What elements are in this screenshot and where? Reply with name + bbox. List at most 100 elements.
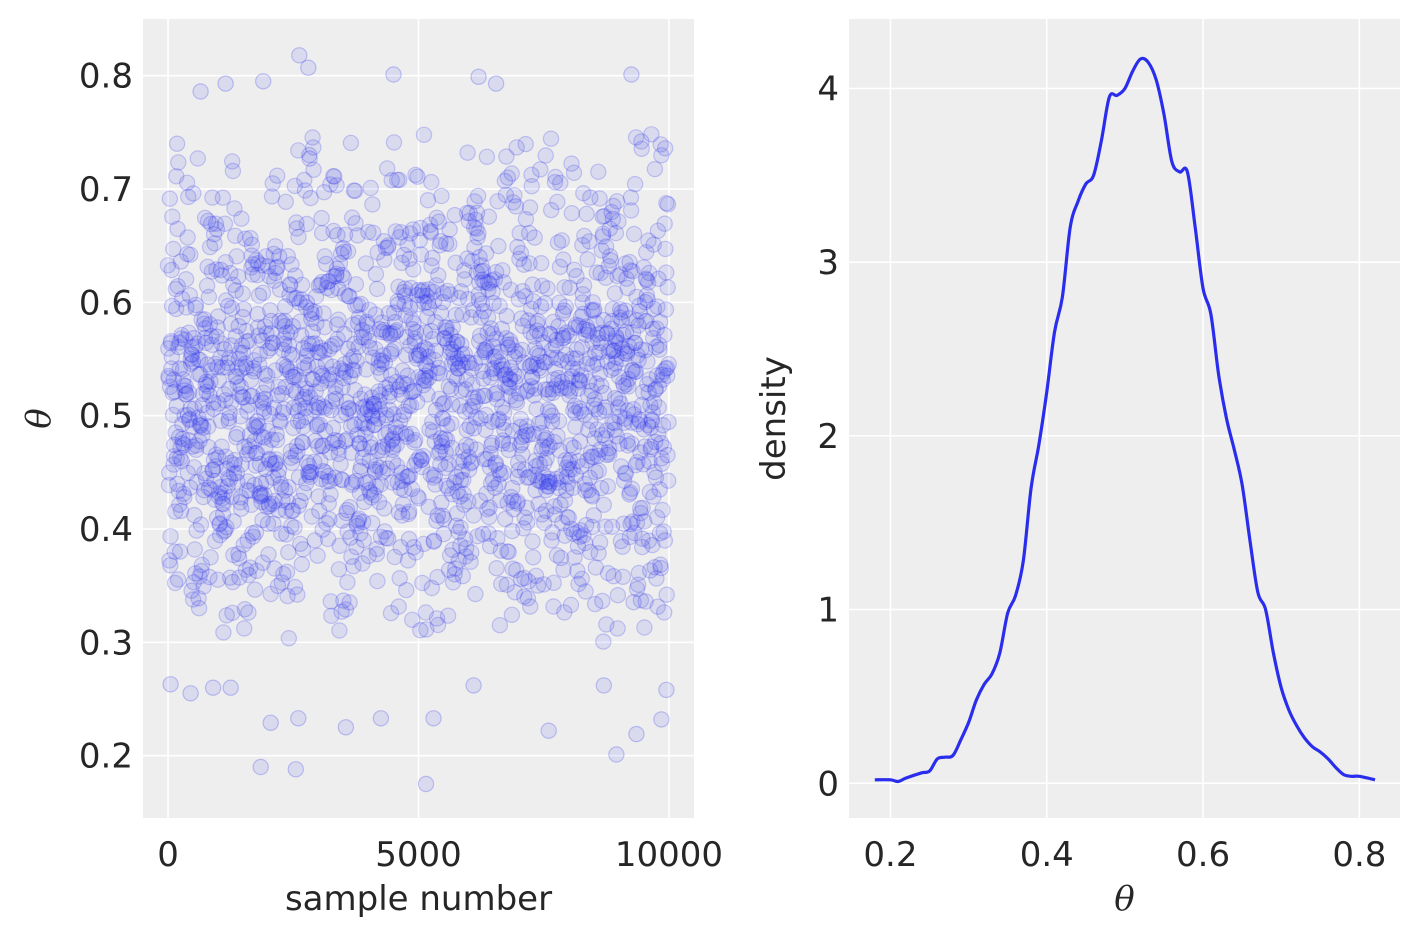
scatter-point bbox=[494, 399, 511, 416]
scatter-point bbox=[612, 395, 629, 412]
scatter-point bbox=[419, 386, 436, 403]
scatter-point bbox=[275, 565, 292, 583]
scatter-point bbox=[419, 294, 436, 311]
scatter-point bbox=[250, 327, 267, 344]
scatter-point bbox=[607, 328, 625, 345]
scatter-point bbox=[553, 232, 571, 249]
scatter-point bbox=[202, 373, 219, 390]
scatter-point bbox=[604, 342, 622, 360]
scatter-point bbox=[420, 369, 438, 386]
scatter-point bbox=[548, 547, 566, 564]
scatter-point bbox=[188, 437, 205, 454]
scatter-point bbox=[519, 381, 536, 399]
scatter-point bbox=[380, 237, 397, 254]
scatter-point bbox=[164, 208, 181, 225]
scatter-point bbox=[459, 290, 477, 308]
scatter-point bbox=[168, 168, 185, 185]
scatter-point bbox=[500, 339, 517, 356]
scatter-point bbox=[546, 506, 563, 523]
scatter-point bbox=[244, 266, 261, 283]
scatter-point bbox=[580, 421, 597, 438]
scatter-point bbox=[337, 363, 354, 381]
scatter-point bbox=[508, 394, 526, 411]
scatter-point bbox=[192, 417, 210, 434]
scatter-point bbox=[414, 281, 431, 299]
scatter-point bbox=[588, 264, 606, 281]
scatter-point bbox=[295, 418, 312, 435]
scatter-point bbox=[201, 316, 219, 333]
scatter-point bbox=[607, 224, 625, 242]
scatter-point bbox=[197, 376, 214, 393]
scatter-point bbox=[232, 378, 249, 395]
scatter-point bbox=[648, 320, 665, 337]
scatter-point bbox=[493, 361, 510, 379]
scatter-point bbox=[178, 174, 196, 191]
scatter-point bbox=[416, 372, 433, 389]
scatter-point bbox=[375, 347, 392, 364]
scatter-point bbox=[486, 359, 503, 377]
scatter-point bbox=[222, 679, 239, 696]
scatter-point bbox=[420, 281, 437, 298]
scatter-point bbox=[364, 408, 381, 425]
scatter-point bbox=[536, 514, 553, 531]
scatter-point bbox=[472, 309, 490, 326]
scatter-point bbox=[324, 419, 342, 437]
scatter-point bbox=[549, 234, 567, 251]
scatter-point bbox=[178, 386, 195, 403]
scatter-point bbox=[406, 382, 423, 399]
scatter-x-tick-label: 0 bbox=[157, 835, 179, 875]
scatter-point bbox=[503, 606, 521, 624]
scatter-point bbox=[413, 283, 430, 300]
scatter-point bbox=[576, 475, 594, 493]
scatter-point bbox=[233, 360, 251, 377]
scatter-point bbox=[227, 282, 244, 299]
scatter-point bbox=[606, 421, 623, 438]
scatter-point bbox=[336, 286, 354, 303]
scatter-point bbox=[402, 225, 419, 242]
scatter-point bbox=[400, 468, 417, 485]
scatter-point bbox=[649, 298, 666, 315]
scatter-point bbox=[363, 389, 381, 406]
scatter-point bbox=[190, 409, 207, 426]
scatter-point bbox=[219, 359, 236, 376]
scatter-point bbox=[581, 543, 599, 561]
scatter-point bbox=[527, 567, 545, 585]
scatter-point bbox=[293, 291, 310, 308]
scatter-point bbox=[521, 255, 538, 272]
scatter-point bbox=[376, 523, 393, 540]
scatter-point bbox=[189, 335, 206, 352]
scatter-point bbox=[409, 296, 427, 313]
scatter-point bbox=[417, 355, 434, 373]
scatter-point bbox=[614, 538, 631, 555]
scatter-point bbox=[462, 553, 479, 571]
scatter-point bbox=[167, 300, 185, 318]
scatter-point bbox=[345, 558, 362, 575]
scatter-point bbox=[634, 499, 651, 517]
scatter-point bbox=[227, 368, 244, 386]
scatter-point bbox=[278, 563, 296, 581]
scatter-point bbox=[540, 470, 558, 487]
scatter-point bbox=[430, 213, 448, 230]
scatter-point bbox=[655, 523, 672, 540]
scatter-point bbox=[442, 340, 459, 358]
scatter-point bbox=[354, 399, 371, 416]
scatter-point bbox=[323, 281, 340, 299]
scatter-point bbox=[436, 394, 453, 412]
scatter-point bbox=[459, 144, 476, 161]
scatter-point bbox=[436, 329, 453, 347]
scatter-point bbox=[187, 299, 204, 317]
scatter-point bbox=[367, 463, 384, 480]
scatter-point bbox=[544, 384, 561, 402]
scatter-point bbox=[194, 427, 211, 444]
scatter-point bbox=[386, 548, 403, 566]
scatter-point bbox=[474, 525, 492, 543]
scatter-point bbox=[278, 358, 295, 375]
scatter-point bbox=[257, 460, 274, 478]
scatter-point bbox=[366, 486, 383, 504]
scatter-point bbox=[395, 246, 413, 264]
scatter-point bbox=[284, 502, 302, 519]
scatter-point bbox=[321, 444, 339, 461]
scatter-point bbox=[429, 568, 446, 586]
